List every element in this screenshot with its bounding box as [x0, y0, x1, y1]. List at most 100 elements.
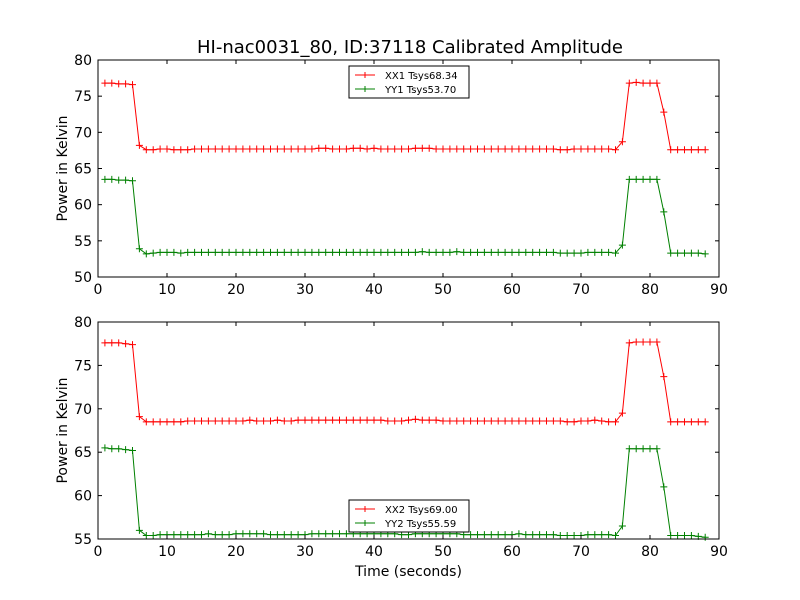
- data-point: [563, 418, 571, 426]
- data-point: [598, 417, 606, 425]
- data-point: [467, 248, 475, 256]
- data-point: [308, 248, 316, 256]
- data-point: [156, 418, 164, 426]
- data-point: [584, 145, 592, 153]
- data-point: [494, 531, 502, 539]
- data-point: [384, 417, 392, 425]
- data-point: [129, 446, 136, 454]
- data-point: [260, 530, 268, 538]
- data-point: [225, 248, 233, 256]
- data-point: [294, 145, 302, 153]
- data-point: [425, 248, 433, 256]
- data-point: [405, 416, 412, 424]
- data-point: [549, 145, 557, 153]
- data-point: [556, 146, 564, 154]
- data-point: [287, 531, 295, 539]
- data-point: [273, 416, 281, 424]
- data-point: [315, 248, 323, 256]
- data-point: [701, 146, 709, 154]
- data-point: [584, 417, 592, 425]
- y-tick-label: 60: [74, 198, 92, 214]
- data-point: [211, 531, 219, 539]
- data-point: [501, 248, 509, 256]
- data-point: [515, 417, 523, 425]
- data-point: [584, 531, 592, 539]
- data-point: [218, 531, 226, 539]
- data-point: [522, 145, 530, 153]
- x-tick-label: 70: [572, 544, 590, 560]
- data-point: [273, 531, 281, 539]
- data-point: [135, 413, 143, 421]
- data-point: [198, 145, 205, 153]
- data-point: [494, 417, 502, 425]
- data-point: [577, 249, 585, 257]
- x-tick-label: 60: [503, 282, 521, 298]
- data-point: [460, 145, 468, 153]
- data-point: [556, 249, 564, 257]
- figure-title: HI-nac0031_80, ID:37118 Calibrated Ampli…: [197, 37, 623, 58]
- data-point: [667, 146, 675, 154]
- data-point: [591, 145, 599, 153]
- data-point: [336, 530, 343, 538]
- data-point: [329, 248, 337, 256]
- data-point: [218, 145, 226, 153]
- data-point: [129, 81, 136, 89]
- data-point: [674, 249, 682, 257]
- data-point: [273, 145, 281, 153]
- data-point: [198, 248, 205, 256]
- data-point: [122, 340, 130, 348]
- data-point: [191, 248, 199, 256]
- data-point: [687, 418, 695, 426]
- data-point: [101, 79, 109, 87]
- data-point: [660, 483, 668, 491]
- data-point: [474, 531, 481, 539]
- data-point: [687, 532, 695, 540]
- x-tick-label: 80: [641, 282, 659, 298]
- data-point: [446, 145, 454, 153]
- data-point: [405, 248, 412, 256]
- data-point: [391, 417, 399, 425]
- data-point: [529, 248, 537, 256]
- data-point: [294, 531, 302, 539]
- x-tick-label: 90: [710, 282, 728, 298]
- data-point: [204, 417, 212, 425]
- data-point: [598, 145, 606, 153]
- y-axis-label: Power in Kelvin: [55, 115, 71, 221]
- data-point: [287, 248, 295, 256]
- data-point: [625, 445, 633, 453]
- data-point: [701, 418, 709, 426]
- data-point: [543, 145, 550, 153]
- data-point: [549, 417, 557, 425]
- data-point: [653, 445, 661, 453]
- data-point: [467, 417, 475, 425]
- x-tick-label: 0: [94, 544, 103, 560]
- x-tick-label: 30: [296, 282, 314, 298]
- legend-marker: [362, 86, 368, 92]
- data-point: [211, 248, 219, 256]
- data-point: [329, 530, 337, 538]
- data-point: [418, 416, 426, 424]
- data-point: [398, 248, 406, 256]
- data-point: [301, 416, 309, 424]
- x-tick-label: 40: [365, 282, 383, 298]
- data-point: [315, 530, 323, 538]
- data-point: [653, 79, 661, 87]
- data-point: [129, 177, 136, 185]
- data-point: [618, 522, 626, 530]
- data-point: [618, 241, 626, 249]
- data-point: [515, 145, 523, 153]
- data-point: [377, 416, 385, 424]
- data-point: [480, 531, 488, 539]
- data-point: [177, 146, 185, 154]
- data-point: [211, 145, 219, 153]
- data-point: [418, 144, 426, 152]
- data-point: [349, 144, 357, 152]
- data-point: [570, 145, 578, 153]
- legend-label: YY2 Tsys55.59: [384, 519, 456, 530]
- legend-label: XX1 Tsys68.34: [385, 71, 458, 82]
- y-tick-label: 75: [74, 89, 92, 105]
- y-tick-label: 55: [74, 234, 92, 250]
- data-point: [536, 417, 544, 425]
- data-point: [646, 445, 654, 453]
